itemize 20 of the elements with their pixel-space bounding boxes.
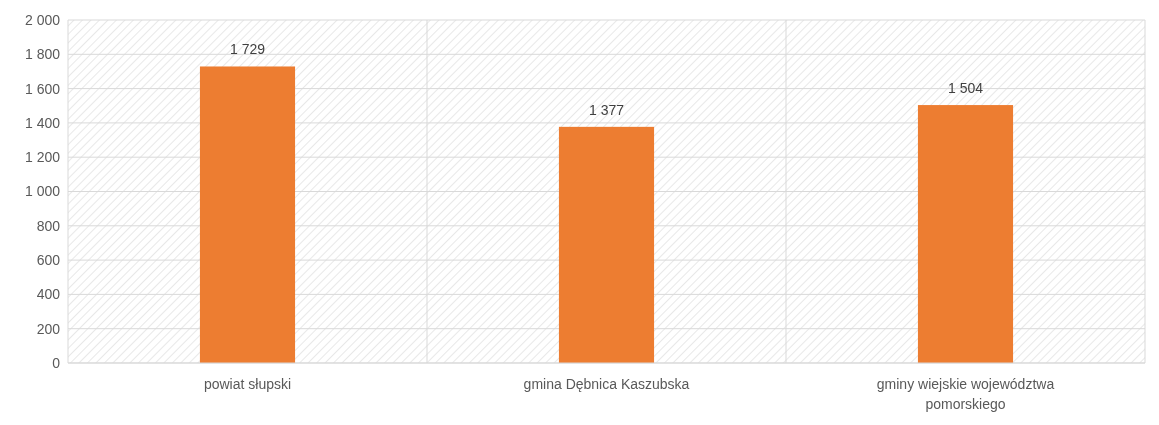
x-tick-label: powiat słupski <box>203 376 292 392</box>
bar <box>558 126 655 363</box>
y-tick-label: 0 <box>52 354 61 371</box>
data-label: 1 729 <box>229 41 266 58</box>
y-tick-label: 1 400 <box>24 114 61 131</box>
y-tick-label: 1 800 <box>24 46 61 63</box>
y-tick-label: 1 200 <box>24 149 61 166</box>
data-label: 1 504 <box>947 80 984 97</box>
y-tick-label: 1 600 <box>24 80 61 97</box>
bar <box>199 66 296 363</box>
x-tick-label: gmina Dębnica Kaszubska <box>523 376 690 392</box>
y-tick-label: 800 <box>36 217 61 234</box>
y-tick-label: 1 000 <box>24 183 61 200</box>
bar <box>917 105 1014 363</box>
x-tick-label: gminy wiejskie województwa pomorskiego <box>876 376 1055 412</box>
y-tick-label: 400 <box>36 286 61 303</box>
y-tick-label: 600 <box>36 252 61 268</box>
y-tick-label: 200 <box>36 320 61 337</box>
data-label: 1 377 <box>588 101 625 118</box>
y-tick-label: 2 000 <box>24 11 61 28</box>
